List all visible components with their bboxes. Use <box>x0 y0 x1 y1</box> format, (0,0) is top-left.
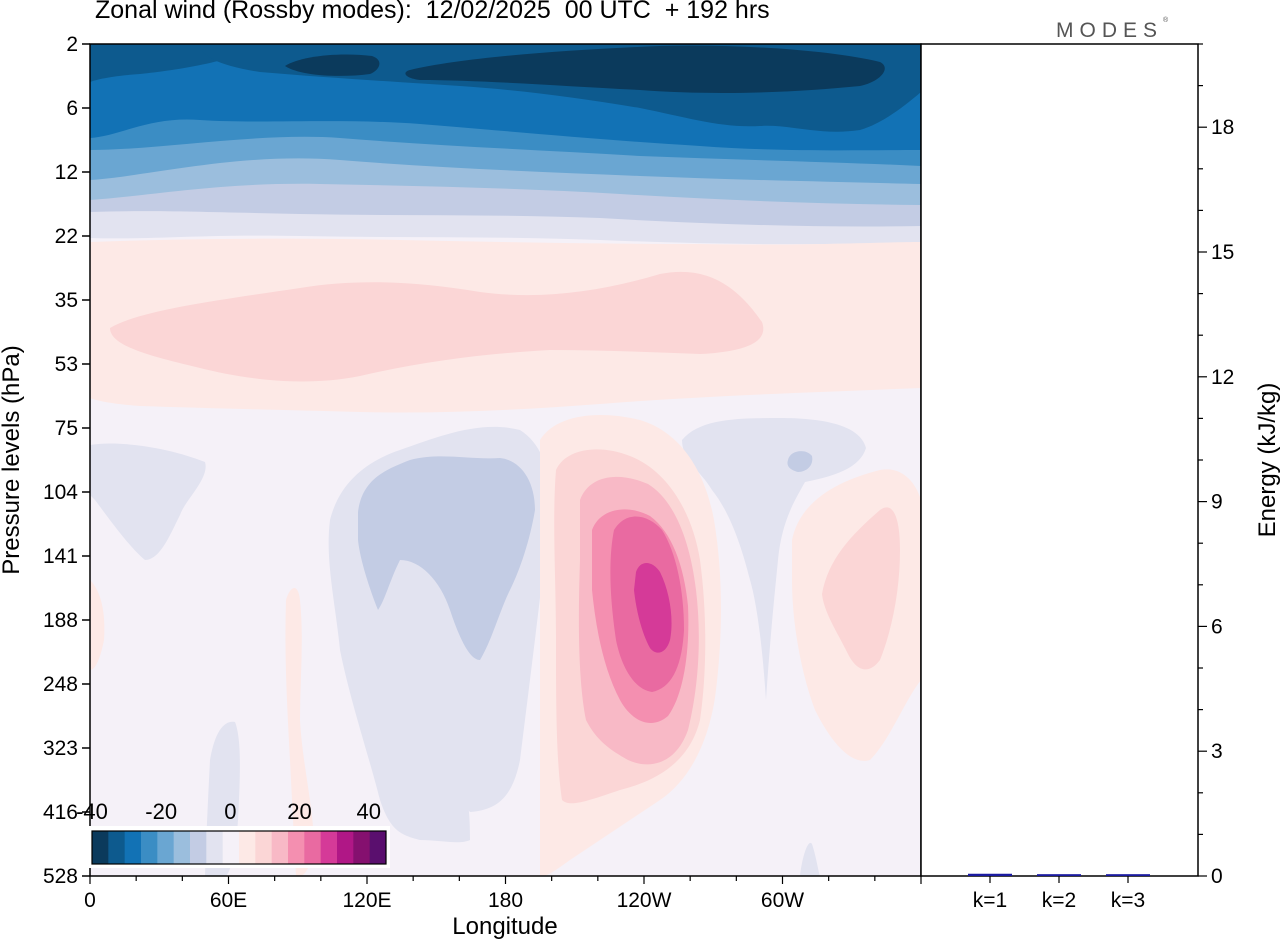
contour-neg-40-b <box>405 45 885 93</box>
y-tick-label: 141 <box>43 545 78 568</box>
colorbar-swatch <box>369 831 387 864</box>
y-tick-label: 6 <box>66 97 78 120</box>
contour-neg-10-east <box>787 451 813 472</box>
energy-axis: 0 3 6 9 12 15 18 <box>1198 43 1234 888</box>
colorbar-swatch <box>222 831 240 864</box>
colorbar-swatch <box>206 831 224 864</box>
energy-panel-frame <box>920 43 1199 877</box>
colorbar-swatch <box>141 831 158 864</box>
contour-neg-10-central <box>358 456 535 660</box>
contour-neg-5-south-east <box>800 842 820 876</box>
energy-axis-title: Energy (kJ/kg) <box>1254 383 1280 538</box>
energy-bar <box>1106 874 1150 876</box>
colorbar-swatch <box>255 831 273 864</box>
energy-category-label: k=1 <box>973 889 1007 912</box>
longitude-axis: 0 60E 120E 180 120W 60W <box>84 876 922 912</box>
y-tick-label: 323 <box>43 737 78 760</box>
colorbar-tick-label: 40 <box>356 799 380 824</box>
y-tick-label: 22 <box>55 225 78 248</box>
colorbar: -40 -20 0 20 40 <box>76 799 390 868</box>
contour-pos-10-east <box>822 507 900 670</box>
y-tick-label: 188 <box>43 609 78 632</box>
y-tick-label: 12 <box>55 161 78 184</box>
x-tick-label: 60E <box>210 889 247 912</box>
x-axis-title: Longitude <box>452 913 557 940</box>
contour-pos-30-core <box>634 563 672 653</box>
energy-tick-label: 18 <box>1211 116 1234 139</box>
y-axis-title: Pressure levels (hPa) <box>0 345 25 574</box>
y-tick-label: 528 <box>43 865 78 888</box>
energy-tick-label: 0 <box>1211 865 1223 888</box>
y-tick-label: 75 <box>55 417 78 440</box>
colorbar-frame <box>91 830 387 865</box>
contour-neg-5-east <box>682 418 866 700</box>
colorbar-tick-label: -40 <box>76 799 108 824</box>
colorbar-swatch <box>124 831 142 864</box>
energy-tick-label: 9 <box>1211 491 1223 514</box>
colorbar-swatch <box>304 831 322 864</box>
chart-title: Zonal wind (Rossby modes): 12/02/2025 00… <box>95 0 770 24</box>
energy-tick-label: 6 <box>1211 615 1223 638</box>
energy-tick-label: 15 <box>1211 241 1234 264</box>
colorbar-swatch <box>239 831 256 864</box>
colorbar-swatch <box>92 831 109 864</box>
y-tick-label: 416 <box>43 801 78 824</box>
colorbar-swatch <box>157 831 175 864</box>
colorbar-swatch <box>353 831 371 864</box>
energy-category-label: k=3 <box>1111 889 1145 912</box>
colorbar-tick-label: 20 <box>287 799 311 824</box>
y-tick-label: 35 <box>55 289 78 312</box>
contour-pos-10-strat <box>110 271 764 382</box>
colorbar-swatch <box>190 831 207 864</box>
wind-contour-field <box>90 44 921 876</box>
colorbar-swatch <box>108 831 126 864</box>
energy-bars: k=1 k=2 k=3 <box>968 873 1150 912</box>
energy-bar <box>968 873 1012 876</box>
energy-bar <box>1037 874 1081 876</box>
contour-neg-40-a <box>285 54 380 76</box>
contour-pos-5-west <box>90 580 105 670</box>
colorbar-swatch <box>288 831 305 864</box>
pressure-axis: 2 6 12 22 35 53 75 104 141 188 248 323 416 528 <box>43 33 90 888</box>
energy-tick-label: 12 <box>1211 366 1234 389</box>
contour-pos-5-pac <box>285 587 314 876</box>
x-tick-label: 120E <box>342 889 391 912</box>
colorbar-tick-label: -20 <box>145 799 177 824</box>
y-tick-label: 2 <box>66 33 78 56</box>
colorbar-swatch <box>271 831 289 864</box>
x-tick-label: 120W <box>617 889 672 912</box>
x-tick-label: 180 <box>488 889 523 912</box>
energy-category-label: k=2 <box>1042 889 1076 912</box>
y-tick-label: 104 <box>43 481 78 504</box>
y-tick-label: 53 <box>55 353 78 376</box>
modes-logo: MODES® <box>1056 17 1169 42</box>
x-tick-label: 0 <box>84 889 96 912</box>
y-tick-label: 248 <box>43 673 78 696</box>
x-tick-label: 60W <box>761 889 804 912</box>
colorbar-swatch <box>173 831 191 864</box>
colorbar-swatch <box>337 831 354 864</box>
contour-neg-5-west <box>90 443 206 560</box>
colorbar-swatch <box>320 831 338 864</box>
energy-tick-label: 3 <box>1211 740 1223 763</box>
colorbar-tick-label: 0 <box>224 799 236 824</box>
